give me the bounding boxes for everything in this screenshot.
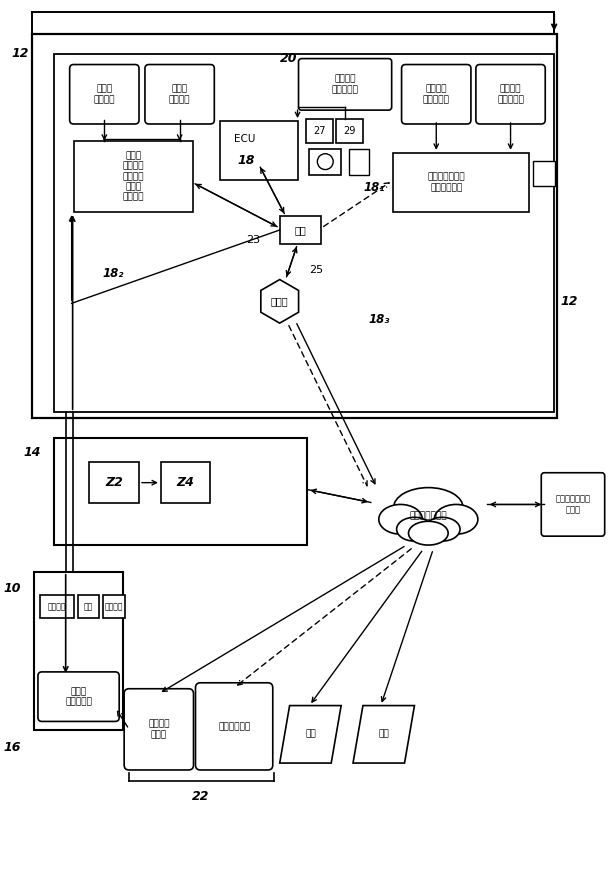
Bar (534, 160, 555, 186)
Ellipse shape (394, 488, 463, 527)
FancyBboxPatch shape (124, 689, 193, 770)
Ellipse shape (434, 505, 478, 534)
Text: タッチ
スクリーン: タッチ スクリーン (65, 687, 92, 707)
Ellipse shape (397, 517, 432, 541)
Text: 22: 22 (192, 790, 209, 804)
Bar (306, 119, 333, 142)
Text: カードサービス
事業者: カードサービス 事業者 (556, 495, 591, 514)
Text: Z2: Z2 (106, 476, 123, 490)
Ellipse shape (408, 522, 448, 545)
FancyBboxPatch shape (145, 65, 214, 124)
Text: ウェブサイト: ウェブサイト (218, 722, 251, 731)
Bar (220, 121, 298, 181)
Text: 監視: 監視 (378, 730, 389, 739)
FancyBboxPatch shape (195, 683, 273, 770)
Text: 23: 23 (246, 235, 260, 245)
Text: 会計: 会計 (84, 602, 93, 611)
Text: Z4: Z4 (177, 476, 195, 490)
Text: 14: 14 (23, 447, 41, 459)
Text: ハブ: ハブ (295, 225, 306, 235)
FancyBboxPatch shape (298, 59, 392, 110)
Text: カスタム
コンテンツ: カスタム コンテンツ (497, 85, 524, 104)
Text: 飲料２
待ち行列: 飲料２ 待ち行列 (169, 85, 190, 104)
Text: 管理: 管理 (305, 730, 316, 739)
Text: インターネット: インターネット (410, 511, 447, 520)
Bar (32, 34, 557, 418)
FancyBboxPatch shape (402, 65, 471, 124)
Text: 18₁: 18₁ (364, 181, 386, 194)
Text: 20: 20 (280, 53, 298, 65)
Text: マーケティング
ディスプレイ: マーケティング ディスプレイ (427, 173, 465, 192)
Polygon shape (353, 706, 414, 763)
Text: 29: 29 (343, 125, 356, 136)
Text: 10: 10 (4, 582, 21, 595)
Bar (309, 149, 341, 174)
Bar (90, 462, 139, 504)
Bar (349, 149, 369, 174)
FancyBboxPatch shape (476, 65, 545, 124)
Text: 27: 27 (313, 125, 325, 136)
Polygon shape (280, 706, 341, 763)
Text: 18₃: 18₃ (369, 312, 391, 326)
Text: 12: 12 (560, 295, 578, 308)
Text: 16: 16 (4, 740, 21, 754)
Text: スマート
フォン: スマート フォン (148, 720, 169, 739)
Bar (40, 595, 74, 619)
Bar (54, 438, 308, 545)
Bar (393, 153, 529, 212)
Text: 飲料１
待ち行列: 飲料１ 待ち行列 (93, 85, 115, 104)
Bar (103, 595, 125, 619)
Bar (77, 595, 99, 619)
Text: プロセス
モジュール: プロセス モジュール (332, 75, 359, 94)
Text: 18₂: 18₂ (103, 267, 124, 280)
Bar (161, 462, 211, 504)
FancyBboxPatch shape (38, 672, 119, 722)
Ellipse shape (424, 517, 460, 541)
FancyBboxPatch shape (542, 473, 605, 536)
Text: 18: 18 (237, 154, 255, 167)
Text: ルータ: ルータ (271, 296, 289, 306)
Ellipse shape (379, 505, 422, 534)
Bar (336, 119, 363, 142)
Text: ユーザ
インター
フェース
および
待ち行列: ユーザ インター フェース および 待ち行列 (122, 151, 144, 202)
Polygon shape (261, 279, 298, 323)
Bar (280, 216, 321, 244)
Text: 12: 12 (12, 47, 29, 61)
Text: ECU: ECU (234, 134, 255, 144)
Text: スキャン: スキャン (105, 602, 123, 611)
Text: 読み取り: 読み取り (47, 602, 66, 611)
FancyBboxPatch shape (69, 65, 139, 124)
Text: カスタム
コンテンツ: カスタム コンテンツ (423, 85, 449, 104)
Bar (34, 571, 123, 731)
Bar (74, 141, 193, 212)
Text: 25: 25 (309, 264, 324, 275)
Bar (54, 53, 554, 412)
